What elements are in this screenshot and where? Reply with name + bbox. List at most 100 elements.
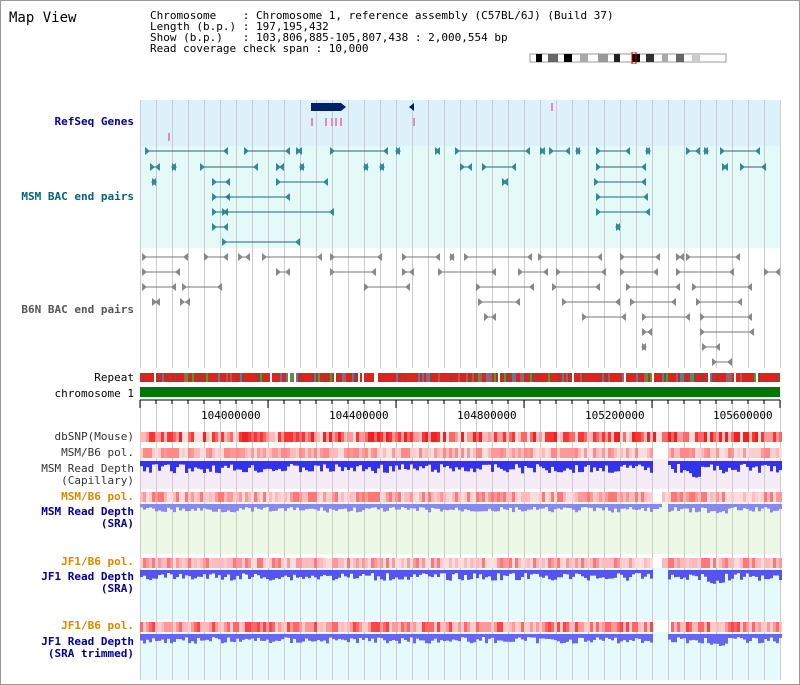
b6n-bac-end (285, 268, 290, 276)
msm-bac-end (540, 147, 545, 155)
heat-cell (734, 448, 737, 458)
depth-bar (563, 504, 566, 508)
grid-line (220, 100, 221, 368)
depth-bar (218, 570, 221, 576)
depth-bar (515, 570, 518, 581)
b6n-bac-end (377, 253, 382, 261)
b6n-bac-end (262, 253, 267, 261)
heat-cell (407, 492, 410, 502)
repeat-segment (600, 373, 602, 382)
dbsnp-label[interactable]: dbSNP(Mouse) (54, 430, 134, 443)
repeat-label[interactable]: Repeat (94, 371, 134, 384)
heat-cell (455, 492, 458, 502)
depth-bar (473, 461, 476, 473)
heat-cell (317, 622, 320, 632)
heat-cell (716, 492, 719, 502)
depth-bar (392, 634, 395, 641)
depth-bar (365, 570, 368, 576)
heat-cell (560, 558, 563, 568)
msm-b6-pol-label-2[interactable]: MSM/B6 pol. (61, 490, 134, 503)
heat-cell (737, 448, 740, 458)
chromosome-ideogram[interactable] (528, 52, 728, 64)
heat-cell (497, 448, 500, 458)
depth-bar (635, 504, 638, 511)
depth-bar (626, 461, 629, 468)
heat-cell (722, 448, 725, 458)
jf1-depth-trim-label[interactable]: JF1 Read Depth (SRA trimmed) (41, 635, 134, 660)
heat-cell (446, 448, 449, 458)
heat-cell (260, 622, 263, 632)
depth-bar (257, 461, 260, 473)
heat-cell (152, 432, 155, 442)
depth-bar (149, 461, 152, 473)
chromosome-label[interactable]: chromosome 1 (54, 387, 134, 400)
depth-bar (377, 461, 380, 469)
chromosome-bar (140, 387, 780, 397)
grid-line (524, 100, 525, 368)
refseq-gene-marker (335, 118, 337, 126)
b6n-bac-label[interactable]: B6N BAC end pairs (21, 303, 134, 316)
depth-bar (401, 570, 404, 580)
heat-cell (554, 432, 557, 442)
msm-depth-cap-label[interactable]: MSM Read Depth (Capillary) (41, 462, 134, 487)
repeat-segment (702, 373, 704, 382)
depth-bar (197, 461, 200, 469)
heat-cell (371, 622, 374, 632)
heat-cell (719, 432, 722, 442)
repeat-segment (534, 373, 536, 382)
heat-cell (755, 492, 758, 502)
heat-cell (524, 432, 527, 442)
repeat-segment (152, 373, 154, 382)
depth-bar (635, 634, 638, 639)
depth-bar (200, 570, 203, 577)
refseq-genes-label[interactable]: RefSeq Genes (54, 115, 134, 128)
depth-bar (251, 570, 254, 578)
heat-cell (764, 622, 767, 632)
jf1-b6-pol-label-1[interactable]: JF1/B6 pol. (61, 555, 134, 568)
repeat-segment (756, 373, 758, 382)
heat-cell (362, 448, 365, 458)
heat-cell (368, 558, 371, 568)
heat-cell (584, 558, 587, 568)
heat-cell (722, 432, 725, 442)
heat-cell (167, 558, 170, 568)
grid-line (252, 400, 253, 680)
heat-cell (455, 558, 458, 568)
heat-cell (257, 432, 260, 442)
depth-bar (173, 634, 176, 642)
heat-cell (695, 432, 698, 442)
depth-bar (248, 570, 251, 579)
heat-cell (503, 492, 506, 502)
msm-depth-sra-label[interactable]: MSM Read Depth (SRA) (41, 505, 134, 530)
jf1-depth-sra-label[interactable]: JF1 Read Depth (SRA) (41, 570, 134, 595)
jf1-b6-pol-label-2[interactable]: JF1/B6 pol. (61, 619, 134, 632)
heat-cell (335, 432, 338, 442)
heat-cell (557, 448, 560, 458)
repeat-segment (356, 373, 358, 382)
repeat-segment (296, 373, 298, 382)
depth-bar (713, 504, 716, 512)
heat-cell (575, 448, 578, 458)
msm-bac-label[interactable]: MSM BAC end pairs (21, 190, 134, 203)
heat-cell (245, 558, 248, 568)
heat-cell (674, 432, 677, 442)
heat-cell (701, 558, 704, 568)
depth-bar (431, 570, 434, 578)
heat-cell (257, 492, 260, 502)
heat-cell (281, 558, 284, 568)
heat-cell (242, 432, 245, 442)
heat-cell (236, 432, 239, 442)
repeat-segment (676, 373, 678, 382)
depth-bar (350, 504, 353, 511)
depth-bar (749, 570, 752, 577)
heat-cell (680, 558, 683, 568)
msm-b6-pol-label-1[interactable]: MSM/B6 pol. (61, 446, 134, 459)
depth-bar (242, 504, 245, 510)
repeat-segment (302, 373, 304, 382)
heat-cell (161, 622, 164, 632)
depth-bar (191, 570, 194, 580)
heat-cell (710, 622, 713, 632)
depth-bar (773, 570, 776, 576)
depth-bar (416, 634, 419, 639)
